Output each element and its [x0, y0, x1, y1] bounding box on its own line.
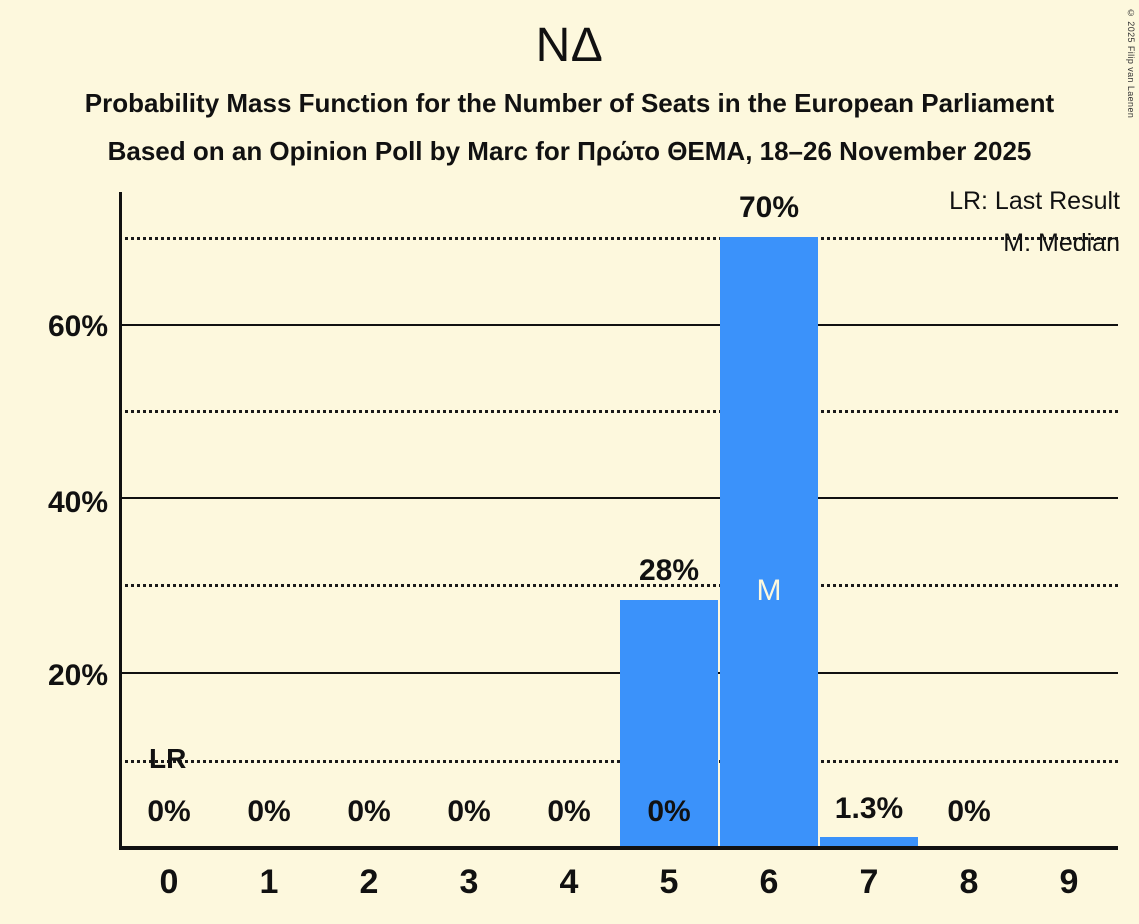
gridline-50: [119, 410, 1118, 413]
x-axis-tick-3: 3: [459, 863, 479, 901]
x-axis-tick-7: 7: [859, 863, 879, 901]
bar-value-seats-1: 0%: [247, 795, 291, 828]
copyright-notice: © 2025 Filip van Laenen: [1126, 8, 1136, 119]
bar-value-seats-7: 70%: [738, 191, 800, 224]
y-axis-line: [119, 192, 122, 849]
bar-value-seats-6: 28%: [638, 554, 700, 587]
y-axis-tick-label-60: 60%: [47, 310, 108, 343]
last-result-marker-label: LR: [149, 743, 187, 774]
bar-value-seats-4: 0%: [547, 795, 591, 828]
x-axis-tick-1: 1: [259, 863, 279, 901]
x-axis-tick-6: 6: [759, 863, 779, 901]
bar-seats-7[interactable]: M: [720, 237, 818, 848]
legend-item-median: M: Median: [1003, 229, 1120, 257]
bar-value-seats-9: 0%: [947, 795, 991, 828]
x-axis-tick-9: 9: [1059, 863, 1079, 901]
gridline-20: [119, 672, 1118, 674]
chart-subtitle-primary: Probability Mass Function for the Number…: [84, 88, 1055, 118]
bar-value-seats-8: 1.3%: [834, 792, 904, 825]
y-axis-tick-label-40: 40%: [47, 486, 108, 519]
y-axis-tick-label-20: 20%: [47, 659, 108, 692]
gridline-10: [119, 760, 1118, 763]
bar-seats-6[interactable]: [620, 600, 718, 848]
gridline-40: [119, 497, 1118, 499]
gridline-30: [119, 584, 1118, 587]
bar-value-seats-5: 0%: [647, 795, 691, 828]
x-axis-tick-0: 0: [159, 863, 179, 901]
x-axis-line: [119, 846, 1118, 850]
x-axis-tick-4: 4: [559, 863, 579, 901]
bar-value-seats-3: 0%: [447, 795, 491, 828]
page-title: ΝΔ: [535, 19, 604, 72]
gridline-60: [119, 324, 1118, 326]
plot-area: M LR 0% 0% 0% 0% 0% 0% 28% 70% 1.3% 0%: [119, 191, 1118, 850]
chart-subtitle-secondary: Based on an Opinion Poll by Marc for Πρώ…: [107, 136, 1032, 166]
bar-value-seats-0: 0%: [147, 795, 191, 828]
x-axis-tick-8: 8: [959, 863, 979, 901]
median-marker-label: M: [756, 574, 782, 607]
legend-item-last-result: LR: Last Result: [949, 187, 1120, 215]
x-axis-tick-2: 2: [359, 863, 379, 901]
x-axis-tick-5: 5: [659, 863, 679, 901]
bar-value-seats-2: 0%: [347, 795, 391, 828]
gridline-70: [119, 237, 1118, 240]
bar-seats-8[interactable]: [820, 837, 918, 848]
